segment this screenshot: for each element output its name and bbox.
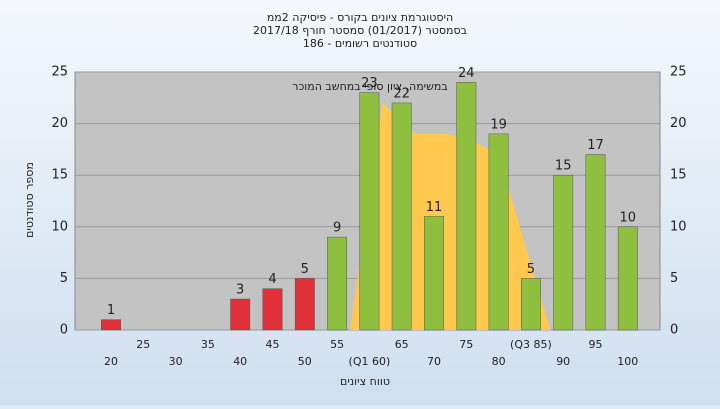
y-tick-label: 20 <box>51 116 68 131</box>
y-tick-label: 0 <box>60 323 68 338</box>
x-tick-label: 50 <box>298 355 312 368</box>
bar <box>359 92 380 331</box>
x-tick-label: 90 <box>556 355 570 368</box>
x-tick-label: 65 <box>395 338 409 351</box>
data-label: 3 <box>236 283 244 298</box>
chart-title: היסטוגרמת ציונים בקורס - פיסיקה 2ממ <box>267 11 453 24</box>
y-tick-label-right: 10 <box>670 219 687 234</box>
y-tick-label-right: 25 <box>670 65 687 80</box>
x-tick-label: 70 <box>427 355 441 368</box>
y-tick-label-right: 5 <box>670 271 678 286</box>
x-tick-label: 80 <box>492 355 506 368</box>
chart-subtitle: בסמסטר (01/2017) סמסטר חורף 2017/18 <box>253 24 467 37</box>
x-tick-label: 35 <box>201 338 215 351</box>
bar <box>488 133 509 331</box>
data-label: 5 <box>301 262 309 277</box>
data-label: 17 <box>587 138 604 153</box>
y-tick-label-right: 15 <box>670 168 687 183</box>
y-axis-label: מספר סטודנטים <box>23 162 36 238</box>
x-tick-label: 100 <box>617 355 638 368</box>
data-label: 15 <box>555 159 572 174</box>
x-tick-label: 45 <box>266 338 280 351</box>
y-tick-label-right: 20 <box>670 116 687 131</box>
x-tick-label: (Q3 85) <box>510 338 552 351</box>
bar <box>230 298 251 331</box>
data-label: 9 <box>333 221 341 236</box>
bar <box>520 278 541 331</box>
data-label: 24 <box>458 66 475 81</box>
x-tick-label: (Q1 60) <box>349 355 391 368</box>
data-label: 19 <box>490 117 507 132</box>
bar <box>391 102 412 331</box>
data-label: 11 <box>426 200 443 215</box>
bar <box>456 82 477 331</box>
bar <box>617 226 638 331</box>
x-tick-label: 75 <box>459 338 473 351</box>
y-tick-label-right: 0 <box>670 323 678 338</box>
x-tick-label: 55 <box>330 338 344 351</box>
data-label: 4 <box>268 272 276 287</box>
x-axis-label: טווח ציונים <box>340 375 390 388</box>
y-tick-label: 5 <box>60 271 68 286</box>
data-label: 23 <box>361 76 378 91</box>
bar <box>101 319 121 331</box>
data-label: 10 <box>620 210 637 225</box>
data-label: 5 <box>527 262 535 277</box>
bar <box>424 216 444 331</box>
y-tick-label: 10 <box>51 219 68 234</box>
x-tick-label: 40 <box>233 355 247 368</box>
y-tick-label: 25 <box>51 65 68 80</box>
x-tick-label: 95 <box>589 338 603 351</box>
x-tick-label: 25 <box>136 338 150 351</box>
annotation: במשימה, ציון סופי במחשב המוכר <box>292 80 448 93</box>
data-label: 1 <box>107 303 115 318</box>
bar <box>327 236 348 331</box>
x-tick-label: 20 <box>104 355 118 368</box>
bar <box>553 174 574 331</box>
data-label: 22 <box>393 86 410 101</box>
x-tick-label: 30 <box>169 355 183 368</box>
y-tick-label: 15 <box>51 168 68 183</box>
bar <box>585 154 606 331</box>
bar <box>294 278 315 331</box>
bar <box>262 288 283 331</box>
chart-subtitle: 186 - סטודנטים רשומים <box>303 37 417 50</box>
